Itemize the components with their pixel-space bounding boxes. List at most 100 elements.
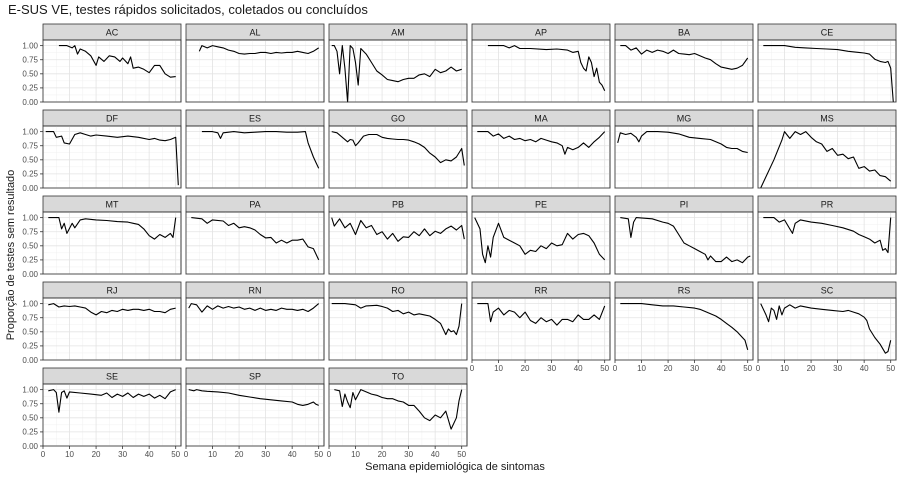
series-line-ba <box>620 45 749 70</box>
x-tick-label: 40 <box>288 450 297 459</box>
panel-background <box>471 211 611 275</box>
panel-border <box>185 383 325 447</box>
facet-strip-label: RR <box>535 286 548 296</box>
facet-strip-label: DF <box>106 114 118 124</box>
series-line-al <box>198 45 319 55</box>
x-tick-label: 50 <box>886 364 895 373</box>
x-tick-label: 20 <box>378 450 387 459</box>
facet-strip-label: PI <box>680 200 689 210</box>
facet-panel-sc: SC 0 10 20 30 40 50 <box>756 281 897 373</box>
series-line-pr <box>763 217 892 254</box>
panel-background <box>757 297 897 361</box>
facet-strip-label: BA <box>678 28 690 38</box>
panel-background <box>614 39 754 103</box>
panel-border <box>42 39 182 103</box>
facet-strip-label: SP <box>249 372 261 382</box>
x-tick-label: 20 <box>521 364 530 373</box>
facet-strip-label: AC <box>106 28 119 38</box>
panel-background <box>328 297 468 361</box>
panel-border <box>328 297 468 361</box>
x-tick-label: 30 <box>404 450 413 459</box>
x-tick-label: 40 <box>145 450 154 459</box>
panel-border <box>42 211 182 275</box>
facet-strip-label: MT <box>106 200 119 210</box>
series-line-pi <box>620 217 751 264</box>
facet-panel-sp: SP 0 10 20 30 40 50 <box>184 367 325 459</box>
y-tick-label: 0.00 <box>22 184 38 193</box>
y-tick-label: 0.00 <box>22 270 38 279</box>
panel-border <box>328 383 468 447</box>
panel-background <box>328 383 468 447</box>
y-tick-label: 0.50 <box>22 70 38 79</box>
facet-strip-label: RN <box>249 286 262 296</box>
facet-strip-label: PE <box>535 200 547 210</box>
series-line-go <box>331 131 465 166</box>
facet-panel-to: TO 0 10 20 30 40 50 <box>327 367 468 459</box>
x-tick-label: 10 <box>637 364 646 373</box>
y-tick-label: 0.25 <box>22 84 38 93</box>
series-line-rs <box>620 303 749 351</box>
facet-strip-label: ES <box>249 114 261 124</box>
x-tick-label: 20 <box>807 364 816 373</box>
x-tick-label: 0 <box>613 364 618 373</box>
facet-panel-pi: PI <box>614 195 754 275</box>
facet-panel-go: GO <box>328 109 468 189</box>
panel-border <box>757 297 897 361</box>
facet-panels: AC 0.00 0.25 0.50 0.75 1.00 AL AM AP BA CE DF 0.00 0.… <box>22 23 897 459</box>
panel-border <box>471 39 611 103</box>
x-tick-label: 20 <box>664 364 673 373</box>
x-tick-label: 50 <box>171 450 180 459</box>
panel-border <box>328 39 468 103</box>
y-tick-label: 1.00 <box>22 299 38 308</box>
panel-border <box>185 125 325 189</box>
facet-panel-ms: MS <box>757 109 897 189</box>
x-tick-label: 0 <box>41 450 46 459</box>
series-line-es <box>201 131 320 169</box>
panel-border <box>185 211 325 275</box>
panel-background <box>471 297 611 361</box>
x-tick-label: 30 <box>833 364 842 373</box>
x-tick-label: 50 <box>743 364 752 373</box>
y-tick-label: 0.75 <box>22 400 38 409</box>
facet-panel-rs: RS 0 10 20 30 40 50 <box>613 281 754 373</box>
series-line-df <box>45 131 179 186</box>
panel-border <box>757 39 897 103</box>
series-line-rn <box>188 303 320 313</box>
panel-border <box>471 297 611 361</box>
y-tick-label: 0.25 <box>22 256 38 265</box>
facet-panel-mg: MG <box>614 109 754 189</box>
panel-border <box>328 211 468 275</box>
facet-panel-es: ES <box>185 109 325 189</box>
facet-strip-label: TO <box>392 372 404 382</box>
panel-border <box>614 125 754 189</box>
y-tick-label: 1.00 <box>22 213 38 222</box>
facet-panel-am: AM <box>328 23 468 103</box>
facet-strip-label: SE <box>106 372 118 382</box>
y-tick-label: 0.00 <box>22 442 38 451</box>
panel-background <box>42 39 182 103</box>
panel-border <box>614 39 754 103</box>
chart-title: E-SUS VE, testes rápidos solicitados, co… <box>8 2 368 17</box>
facet-panel-pa: PA <box>185 195 325 275</box>
facet-panel-mt: MT 0.00 0.25 0.50 0.75 1.00 <box>22 195 182 279</box>
x-tick-label: 50 <box>457 450 466 459</box>
x-tick-label: 40 <box>860 364 869 373</box>
facet-strip-label: MS <box>820 114 834 124</box>
series-line-mt <box>48 217 177 240</box>
x-tick-label: 0 <box>470 364 475 373</box>
panel-background <box>614 297 754 361</box>
facet-panel-df: DF 0.00 0.25 0.50 0.75 1.00 <box>22 109 182 193</box>
series-line-sp <box>188 389 319 406</box>
y-tick-label: 0.25 <box>22 342 38 351</box>
facet-panel-ma: MA <box>471 109 611 189</box>
x-tick-label: 0 <box>184 450 189 459</box>
series-line-ms <box>760 131 892 189</box>
x-tick-label: 20 <box>92 450 101 459</box>
panel-border <box>614 297 754 361</box>
panel-background <box>42 383 182 447</box>
x-tick-label: 40 <box>431 450 440 459</box>
facet-strip-label: AP <box>535 28 547 38</box>
panel-background <box>185 39 325 103</box>
series-line-mg <box>617 131 748 154</box>
